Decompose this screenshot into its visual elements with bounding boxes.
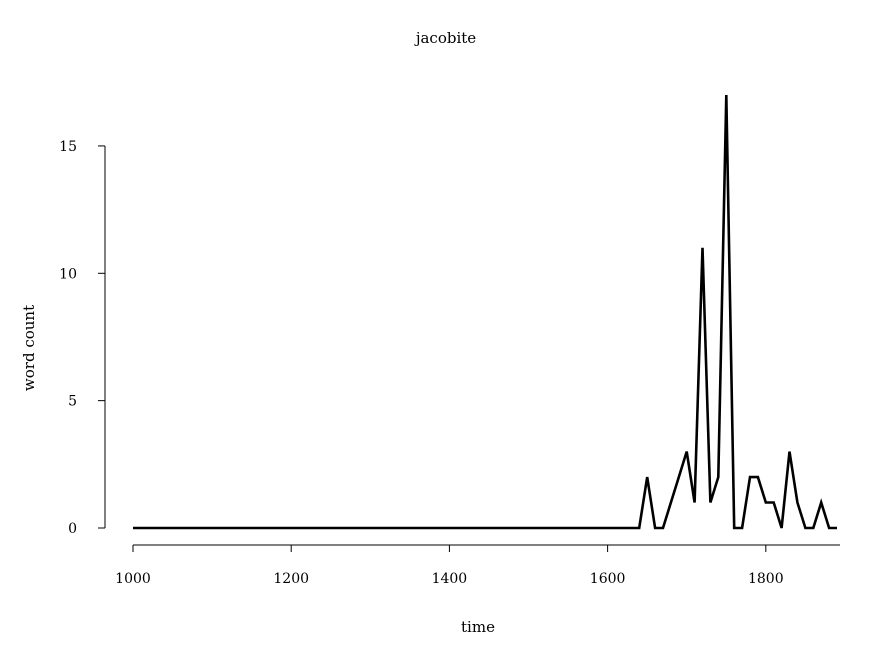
x-tick-label: 1000 xyxy=(115,571,151,587)
x-axis: 1000 1200 1400 1600 1800 xyxy=(115,544,840,587)
x-tick-label: 1400 xyxy=(432,571,468,587)
y-tick-label: 0 xyxy=(68,521,77,537)
series-line xyxy=(133,94,837,530)
plot-area xyxy=(133,94,837,530)
x-tick-label: 1800 xyxy=(748,571,784,587)
chart-title: jacobite xyxy=(414,29,476,47)
y-axis-label: word count xyxy=(20,305,38,391)
y-tick-label: 10 xyxy=(59,266,77,282)
x-axis-label: time xyxy=(461,618,495,636)
y-tick-label: 5 xyxy=(68,394,77,410)
y-tick-label: 15 xyxy=(59,139,77,155)
x-tick-label: 1200 xyxy=(273,571,309,587)
y-axis: 0 5 10 15 xyxy=(59,139,106,537)
x-tick-label: 1600 xyxy=(590,571,626,587)
